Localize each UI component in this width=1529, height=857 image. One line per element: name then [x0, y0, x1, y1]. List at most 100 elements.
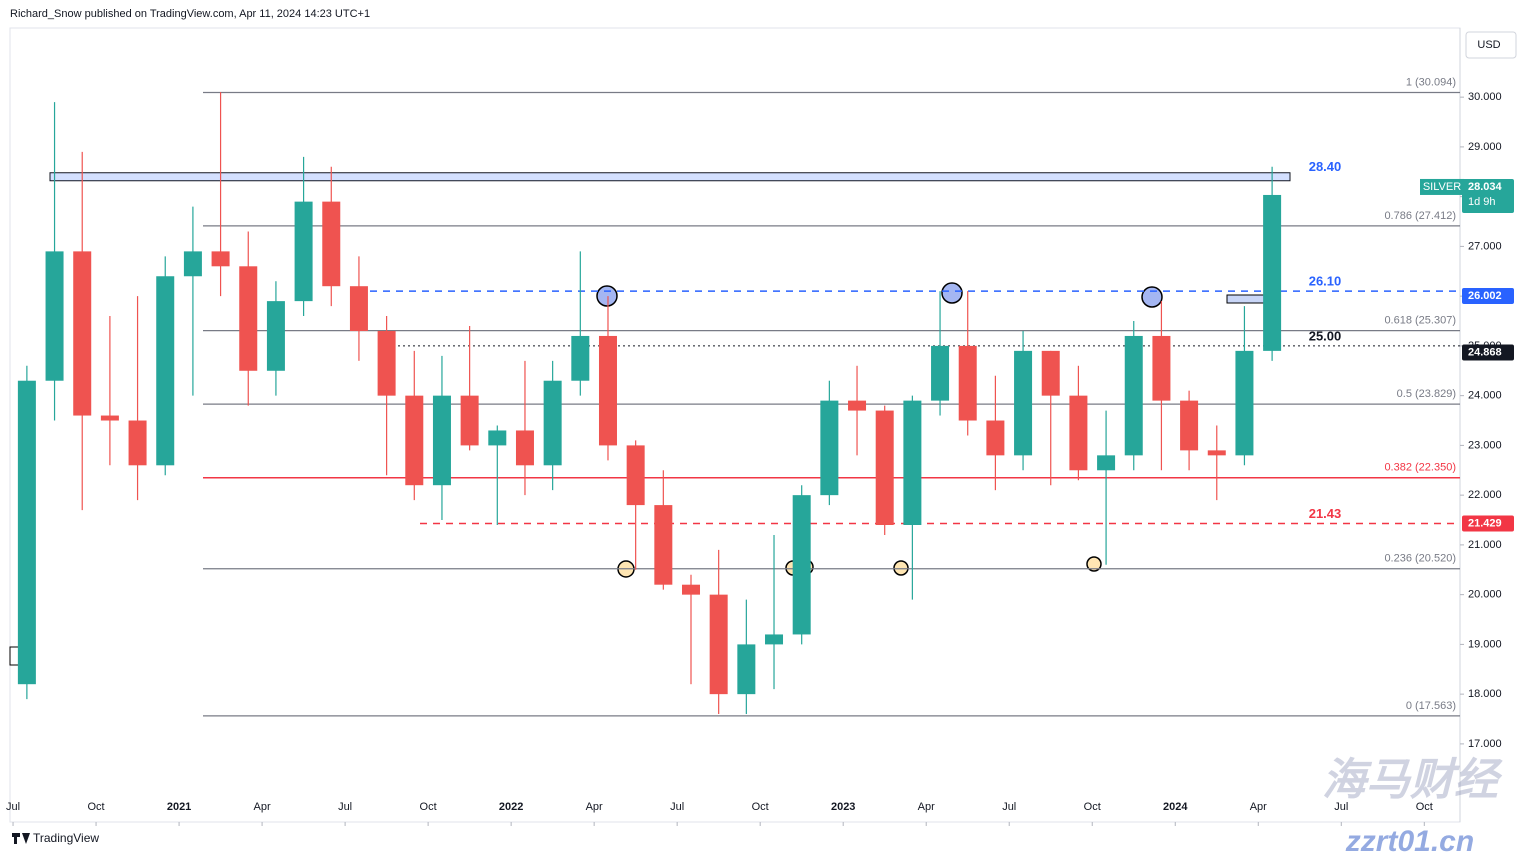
candle-body — [1235, 350, 1254, 456]
x-tick-label: Apr — [1250, 801, 1267, 813]
candle-body — [515, 430, 534, 466]
candle-body — [598, 335, 617, 446]
y-tick-label: 22.000 — [1468, 489, 1502, 501]
x-tick-label: 2024 — [1163, 801, 1188, 813]
fib-label: 0.786 (27.412) — [1384, 210, 1456, 222]
countdown: 1d 9h — [1468, 196, 1496, 208]
x-tick-label: Oct — [1084, 801, 1101, 813]
price-tag-label: 26.002 — [1468, 290, 1502, 302]
y-tick-label: 21.000 — [1468, 539, 1502, 551]
candle-body — [737, 644, 756, 695]
logo — [12, 833, 30, 844]
level-label: 26.10 — [1309, 274, 1342, 289]
x-tick-label: Jul — [1002, 801, 1016, 813]
resistance-zone — [49, 172, 1291, 182]
x-tick-label: Apr — [586, 801, 603, 813]
x-tick-label: Jul — [670, 801, 684, 813]
price-tag — [1462, 288, 1514, 305]
candle-body — [765, 634, 784, 645]
x-tick-label: Jul — [6, 801, 20, 813]
footer-brand: TradingView — [33, 831, 99, 845]
y-tick-label: 30.000 — [1468, 91, 1502, 103]
price-tag-label: 24.868 — [1468, 346, 1502, 358]
series-tag — [1420, 178, 1464, 195]
y-tick-label: 29.000 — [1468, 141, 1502, 153]
candle-body — [239, 266, 258, 371]
last-price-tag — [1462, 178, 1514, 213]
candle-body — [931, 345, 950, 401]
fib-label: 1 (30.094) — [1406, 76, 1456, 88]
level-label: 25.00 — [1309, 328, 1342, 343]
x-tick-label: Oct — [752, 801, 769, 813]
x-tick-label: 2021 — [167, 801, 191, 813]
candle-body — [488, 430, 507, 446]
candle-body — [156, 276, 175, 466]
candle-body — [1014, 350, 1033, 456]
last-price: 28.034 — [1468, 181, 1503, 193]
x-tick-label: 2022 — [499, 801, 523, 813]
candle-body — [211, 251, 230, 267]
candle-body — [294, 201, 313, 302]
candle-body — [626, 445, 645, 506]
series-name: SILVER — [1423, 181, 1461, 193]
candle-body — [100, 415, 119, 421]
candle-body — [405, 395, 424, 486]
watermark: zzrt01.cn — [1345, 825, 1474, 857]
y-tick-label: 18.000 — [1468, 688, 1502, 700]
candle-body — [1069, 395, 1088, 471]
fib-label: 0.618 (25.307) — [1384, 315, 1456, 327]
x-tick-label: Jul — [338, 801, 352, 813]
candle-body — [654, 505, 673, 585]
candle-body — [958, 345, 977, 421]
x-tick-label: Oct — [1416, 801, 1433, 813]
y-tick-label: 20.000 — [1468, 589, 1502, 601]
y-tick-label: 19.000 — [1468, 638, 1502, 650]
candle-body — [1263, 194, 1282, 351]
candle-body — [682, 584, 701, 595]
candle-body — [183, 251, 202, 277]
x-tick-label: 2023 — [831, 801, 855, 813]
fib-label: 0 (17.563) — [1406, 700, 1456, 712]
price-tag — [1462, 515, 1514, 532]
candle-body — [709, 594, 728, 695]
candle-body — [322, 201, 341, 287]
candle-body — [903, 400, 922, 525]
fib-label: 0.382 (22.350) — [1384, 462, 1456, 474]
candle-body — [1124, 335, 1143, 456]
attribution: Richard_Snow published on TradingView.co… — [10, 8, 370, 20]
level-label: 28.40 — [1309, 159, 1342, 174]
candle-body — [875, 410, 894, 525]
candle-body — [792, 495, 811, 635]
candle-body — [820, 400, 839, 496]
candle-body — [1041, 350, 1060, 396]
y-tick-label: 27.000 — [1468, 240, 1502, 252]
x-tick-label: Oct — [420, 801, 437, 813]
candle-body — [543, 380, 562, 466]
candle-body — [73, 251, 92, 416]
x-tick-label: Jul — [1334, 801, 1348, 813]
currency-box — [1465, 31, 1517, 59]
candle-body — [45, 251, 64, 381]
level-label: 21.43 — [1309, 506, 1342, 521]
candle-body — [266, 301, 285, 371]
candle-body — [377, 330, 396, 396]
candle-body — [1207, 450, 1226, 456]
fib-label: 0.5 (23.829) — [1397, 388, 1456, 400]
x-tick-label: Apr — [254, 801, 271, 813]
y-tick-label: 17.000 — [1468, 738, 1502, 750]
price-tag — [1462, 344, 1514, 361]
y-tick-label: 24.000 — [1468, 390, 1502, 402]
x-tick-label: Apr — [918, 801, 935, 813]
candle-body — [1152, 335, 1171, 401]
currency: USD — [1477, 39, 1500, 51]
candle-body — [848, 400, 867, 411]
price-tag-label: 21.429 — [1468, 517, 1502, 529]
candle-body — [17, 380, 36, 685]
candle-body — [349, 286, 368, 331]
candle-body — [986, 420, 1005, 456]
fib-label: 0.236 (20.520) — [1384, 553, 1456, 565]
candle-body — [1180, 400, 1199, 451]
watermark: 海马财经 — [1322, 756, 1503, 805]
